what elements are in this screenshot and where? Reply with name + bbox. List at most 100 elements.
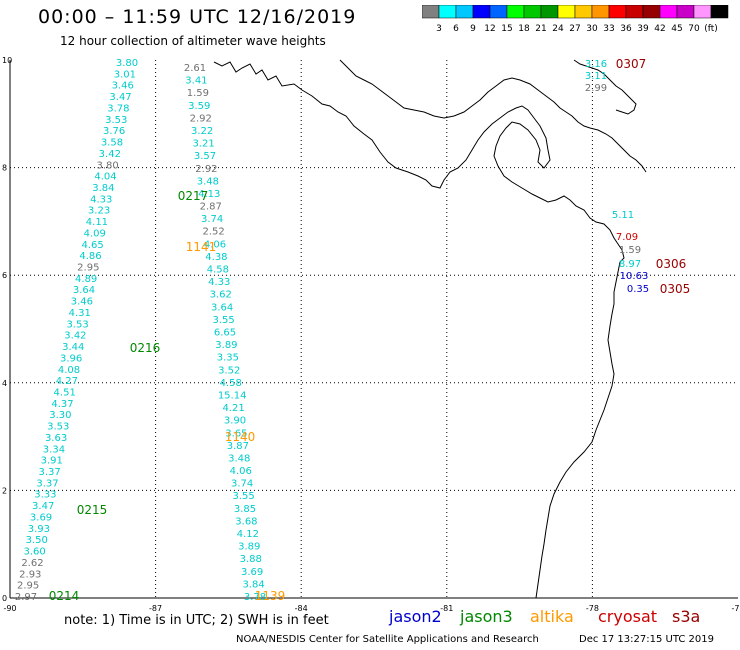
wave-height-value: 3.60 <box>23 547 45 558</box>
colorbar-label: 15 <box>501 24 512 34</box>
wave-height-value: 4.58 <box>220 378 242 389</box>
pass-time-label: 0216 <box>130 341 161 355</box>
wave-height-value: 3.55 <box>232 491 254 502</box>
pass-time-label: 0215 <box>77 503 108 517</box>
wave-height-value: 4.13 <box>198 189 220 200</box>
wave-height-value: 3.68 <box>235 516 257 527</box>
wave-height-value: 2.95 <box>17 581 39 592</box>
y-tick-label: 2 <box>2 486 7 495</box>
wave-height-value: 3.30 <box>49 410 71 421</box>
wave-height-value: 2.95 <box>77 263 99 274</box>
wave-height-value: 3.74 <box>231 479 253 490</box>
legend-jason3: jason3 <box>460 607 513 626</box>
wave-height-value: 3.23 <box>88 206 110 217</box>
wave-height-value: 3.50 <box>26 535 48 546</box>
x-tick-label: -90 <box>3 604 16 613</box>
wave-height-value: 3.11 <box>585 71 607 82</box>
wave-height-value: 3.42 <box>99 149 121 160</box>
colorbar-label: 12 <box>484 24 495 34</box>
wave-height-value: 1.59 <box>619 245 641 256</box>
wave-height-value: 4.06 <box>204 239 226 250</box>
colorbar-label: 36 <box>620 24 632 34</box>
colorbar-label: 42 <box>654 24 665 34</box>
wave-height-value: 4.09 <box>84 228 106 239</box>
y-tick-label: 8 <box>2 164 7 173</box>
wave-height-value: 4.65 <box>81 240 103 251</box>
wave-height-value: 3.64 <box>73 285 95 296</box>
wave-height-value: 2.62 <box>21 558 43 569</box>
colorbar-label: (ft) <box>704 24 718 34</box>
track-a-values: 3.803.013.463.473.783.533.763.583.423.80… <box>15 58 138 603</box>
chart-subtitle: 12 hour collection of altimeter wave hei… <box>60 34 326 48</box>
wave-height-value: 3.48 <box>228 453 250 464</box>
wave-height-value: 3.78 <box>244 592 266 603</box>
wave-height-value: 3.16 <box>585 59 607 70</box>
wave-height-value: 4.12 <box>237 529 259 540</box>
wave-height-value: 3.47 <box>109 92 131 103</box>
generated-timestamp: Dec 17 13:27:15 UTC 2019 <box>579 634 714 645</box>
legend-cryosat: cryosat <box>598 607 658 626</box>
wave-height-value: 3.65 <box>225 428 247 439</box>
pass-time-label: 1139 <box>255 589 286 603</box>
pass-time-labels: 0307 0217 1141 0306 0305 0216 1140 0215 0214 1139 <box>49 57 691 603</box>
wave-height-value: 3.59 <box>188 101 210 112</box>
wave-height-value: 10.63 <box>620 271 649 282</box>
y-tick-label: 0 <box>2 594 7 603</box>
x-tick-label: -75 <box>731 604 740 613</box>
colorbar-label: 45 <box>671 24 682 34</box>
wave-height-value: 4.04 <box>94 172 116 183</box>
wave-height-value: 3.22 <box>191 126 213 137</box>
colorbar-swatch <box>710 5 729 19</box>
legend-altika: altika <box>530 607 574 626</box>
wave-height-value: 4.21 <box>222 403 244 414</box>
wave-height-value: 2.93 <box>19 569 41 580</box>
legend-s3a: s3a <box>672 607 701 626</box>
wave-height-value: 3.58 <box>101 138 123 149</box>
wave-height-value: 3.90 <box>224 416 246 427</box>
wave-height-value: 3.62 <box>210 290 232 301</box>
colorbar-label: 39 <box>637 24 649 34</box>
colorbar-label: 24 <box>552 24 564 34</box>
track-b-values: 2.613.411.593.592.923.223.213.572.923.48… <box>184 63 266 603</box>
colorbar-label: 18 <box>518 24 530 34</box>
wave-height-value: 0.35 <box>627 284 649 295</box>
pass-time-label: 0214 <box>49 589 80 603</box>
credit-line: NOAA/NESDIS Center for Satellite Applica… <box>236 634 539 645</box>
wave-height-value: 4.58 <box>207 265 229 276</box>
axis-ticks: -90 -87 -84 -81 -78 -75 0 2 4 6 8 10 <box>2 56 740 613</box>
x-tick-label: -87 <box>149 604 162 613</box>
wave-height-value: 3.87 <box>227 441 249 452</box>
wave-height-value: 3.85 <box>234 504 256 515</box>
wave-height-value: 3.37 <box>39 467 61 478</box>
wave-height-value: 3.48 <box>197 176 219 187</box>
wave-height-value: 2.92 <box>195 164 217 175</box>
wave-height-value: 3.76 <box>103 126 125 137</box>
wave-height-value: 3.47 <box>32 501 54 512</box>
y-tick-label: 6 <box>2 271 7 280</box>
colorbar-label: 9 <box>470 24 476 34</box>
pass-time-label: 0305 <box>660 282 691 296</box>
wave-height-value: 3.80 <box>97 160 119 171</box>
chart-title: 00:00 – 11:59 UTC 12/16/2019 <box>38 6 357 28</box>
wave-height-value: 3.41 <box>185 76 207 87</box>
colorbar-label: 3 <box>436 24 442 34</box>
wave-height-value: 3.46 <box>71 297 93 308</box>
wave-height-value: 3.53 <box>47 422 69 433</box>
wave-height-value: 3.42 <box>64 331 86 342</box>
pass-time-label: 0217 <box>178 189 209 203</box>
wave-height-value: 7.09 <box>616 232 638 243</box>
grid-lines <box>9 60 738 599</box>
wave-height-value: 4.08 <box>58 365 80 376</box>
color-scale-legend: 3 6 9 12 15 18 21 24 27 30 33 36 39 42 45 70 (ft) <box>422 5 729 34</box>
wave-height-value: 5.11 <box>612 210 634 221</box>
wave-height-value: 3.53 <box>105 115 127 126</box>
wave-height-value: 2.99 <box>585 83 607 94</box>
y-tick-label: 4 <box>2 379 7 388</box>
wave-height-value: 3.34 <box>43 444 65 455</box>
pass-time-label: 1140 <box>225 430 256 444</box>
wave-height-value: 3.35 <box>217 353 239 364</box>
wave-height-value: 4.89 <box>75 274 97 285</box>
legend-jason2: jason2 <box>389 607 442 626</box>
